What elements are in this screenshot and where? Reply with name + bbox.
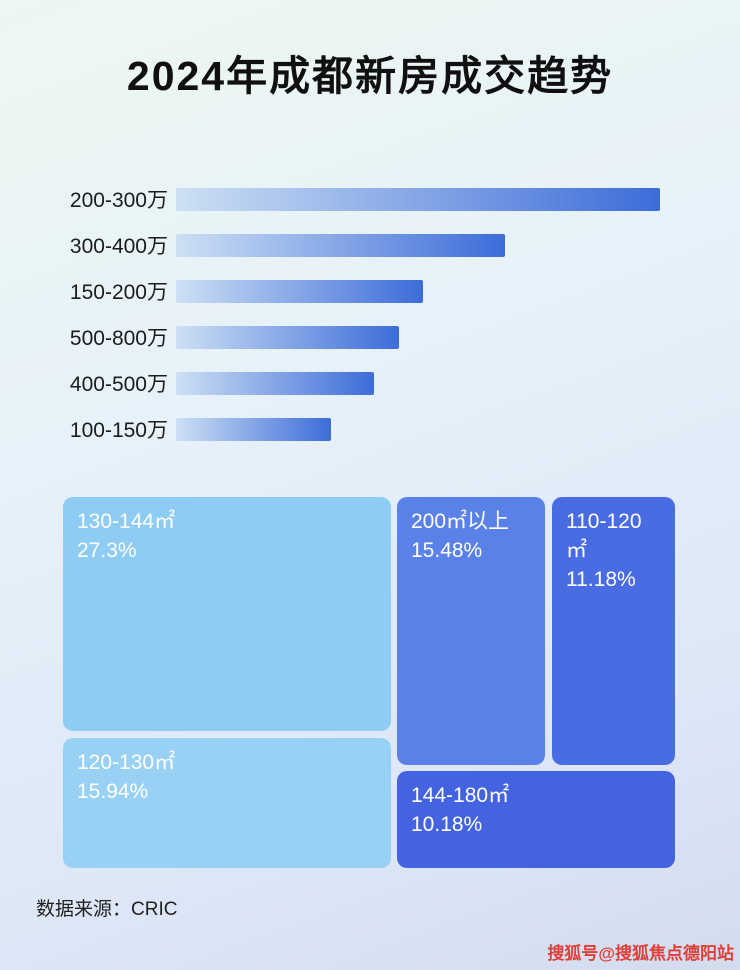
- treemap-block: 120-130㎡ 15.94%: [63, 738, 391, 868]
- treemap-block: 200㎡以上 15.48%: [397, 497, 545, 765]
- page-title: 2024年成都新房成交趋势: [126, 53, 614, 99]
- data-source: 数据来源：CRIC: [36, 899, 178, 920]
- treemap-block: 130-144㎡ 27.3%: [63, 497, 391, 731]
- watermark: 搜狐号@搜狐焦点德阳站: [547, 944, 734, 963]
- bar: [176, 279, 423, 303]
- bar-row: 400-500万: [36, 360, 696, 406]
- treemap-block-value: 11.18%: [566, 567, 636, 591]
- bar-category-label: 400-500万: [69, 373, 168, 396]
- treemap-block: 110-120㎡ 11.18%: [552, 497, 675, 765]
- treemap-block-label: 110-120㎡: [566, 510, 642, 562]
- bar-category-label: 200-300万: [69, 189, 168, 212]
- bar-row: 200-300万: [36, 176, 696, 222]
- bar: [176, 187, 660, 211]
- treemap-block: 144-180㎡ 10.18%: [397, 771, 675, 868]
- bar-row: 500-800万: [36, 314, 696, 360]
- bar-track: [176, 279, 660, 303]
- bar-track: [176, 325, 660, 349]
- bar-track: [176, 187, 660, 211]
- bar: [176, 371, 375, 395]
- treemap-block-label: 200㎡以上: [411, 510, 510, 533]
- treemap-block-label: 144-180㎡: [411, 784, 510, 807]
- bar-row: 100-150万: [36, 406, 696, 452]
- treemap-block-value: 15.48%: [411, 538, 483, 562]
- bar-track: [176, 371, 660, 395]
- treemap-block-value: 15.94%: [77, 779, 149, 803]
- bar-category-label: 500-800万: [69, 327, 168, 350]
- bar-row: 150-200万: [36, 268, 696, 314]
- treemap-block-label: 120-130㎡: [77, 751, 176, 774]
- bar-track: [176, 233, 660, 257]
- bar: [176, 325, 399, 349]
- bar-category-label: 100-150万: [69, 419, 168, 442]
- treemap-block-value: 27.3%: [77, 538, 137, 562]
- bar-category-label: 150-200万: [69, 281, 168, 304]
- treemap-block-label: 130-144㎡: [77, 510, 176, 533]
- bar-track: [176, 417, 660, 441]
- bar: [176, 233, 506, 257]
- treemap: 130-144㎡ 27.3% 200㎡以上 15.48% 110-120㎡ 11…: [63, 497, 675, 868]
- treemap-block-value: 10.18%: [411, 812, 483, 836]
- bar-chart: 200-300万 300-400万 150-200万 500-800万 400-: [36, 176, 696, 452]
- bar: [176, 417, 331, 441]
- bar-row: 300-400万: [36, 222, 696, 268]
- bar-category-label: 300-400万: [69, 235, 168, 258]
